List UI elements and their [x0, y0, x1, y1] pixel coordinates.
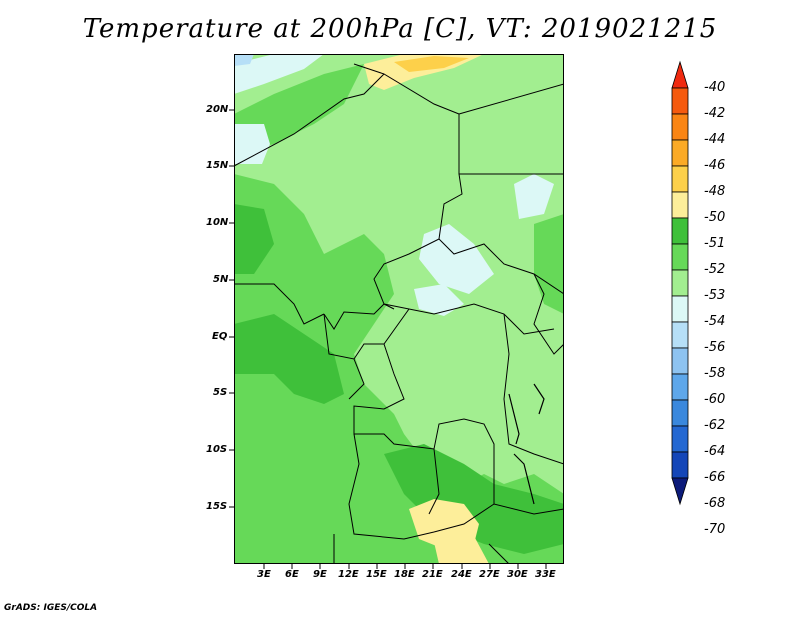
legend-label: -60: [704, 392, 726, 407]
legend-label: -44: [704, 132, 726, 147]
legend-label: -62: [704, 418, 726, 433]
lon-label: 18E: [394, 569, 415, 580]
legend-swatch: [671, 451, 689, 479]
field-cold-west: [234, 124, 270, 164]
legend-swatch: [671, 399, 689, 427]
legend-label: -70: [704, 522, 726, 537]
legend-swatch: [671, 373, 689, 401]
legend-label: -40: [704, 80, 726, 95]
field-warm-north-core: [394, 56, 469, 72]
legend-label: -66: [704, 470, 726, 485]
field-south-core: [384, 444, 564, 554]
field-cold-center: [419, 224, 494, 294]
legend-swatch: [671, 191, 689, 219]
legend-label: -51: [704, 236, 726, 251]
lon-label: 6E: [285, 569, 299, 580]
field-warm-south: [409, 499, 479, 549]
lat-label: 10S: [206, 444, 228, 455]
lon-label: 3E: [257, 569, 271, 580]
lon-label: 24E: [451, 569, 472, 580]
legend-swatch: [671, 113, 689, 141]
legend-label: -58: [704, 366, 726, 381]
legend-label: -53: [704, 288, 726, 303]
legend-swatch: [671, 295, 689, 323]
lat-label: 10N: [206, 217, 229, 228]
map-plot: [234, 54, 564, 564]
field-gulf-core: [234, 314, 344, 404]
field-cold-northwest: [234, 54, 324, 94]
legend-swatch: [671, 347, 689, 375]
legend-label: -46: [704, 158, 726, 173]
legend-swatch: [671, 321, 689, 349]
legend-swatch: [671, 243, 689, 271]
field-cold-east: [514, 174, 554, 219]
legend-swatch-top: [671, 60, 689, 89]
grads-credit: GrADS: IGES/COLA: [4, 603, 98, 613]
lon-label: 9E: [313, 569, 327, 580]
legend-label: -48: [704, 184, 726, 199]
legend-label: -52: [704, 262, 726, 277]
lon-label: 21E: [422, 569, 443, 580]
field-northwest-strip: [234, 64, 364, 154]
lon-label: 12E: [338, 569, 359, 580]
country-borders: [234, 54, 564, 564]
field-warm-southeast: [434, 536, 489, 564]
legend-swatch: [671, 425, 689, 453]
lon-label: 27E: [479, 569, 500, 580]
legend-swatch: [671, 87, 689, 115]
legend-label: -64: [704, 444, 726, 459]
lat-label: 15N: [206, 160, 229, 171]
field-west-core: [234, 204, 274, 274]
lon-label: 33E: [535, 569, 556, 580]
legend-label: -50: [704, 210, 726, 225]
color-legend: [671, 60, 689, 506]
lakes: [508, 383, 545, 505]
field-colder-corner: [234, 54, 254, 66]
lon-label: 15E: [366, 569, 387, 580]
legend-label: -54: [704, 314, 726, 329]
legend-label: -42: [704, 106, 726, 121]
lat-label: 5S: [213, 387, 228, 398]
legend-swatch: [671, 139, 689, 167]
lat-label: EQ: [212, 331, 228, 342]
legend-swatch-bottom: [671, 477, 689, 506]
field-west-warm: [234, 174, 564, 564]
lat-label: 20N: [206, 104, 229, 115]
map-frame: [234, 54, 564, 564]
lon-label: 30E: [507, 569, 528, 580]
legend-swatch: [671, 165, 689, 193]
legend-label: -68: [704, 496, 726, 511]
field-cold-patch: [414, 284, 464, 316]
legend-swatch: [671, 269, 689, 297]
legend-label: -56: [704, 340, 726, 355]
legend-swatch: [671, 217, 689, 245]
lat-label: 15S: [206, 501, 228, 512]
lat-label: 5N: [213, 274, 229, 285]
map-title: Temperature at 200hPa [C], VT: 201902121…: [82, 14, 718, 44]
